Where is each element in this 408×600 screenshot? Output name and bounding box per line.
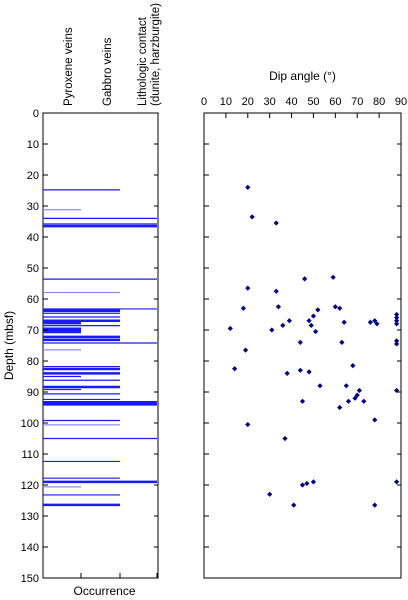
dip-data-point (394, 311, 400, 318)
dip-data-point (245, 184, 251, 190)
depth-tick-label: 50 (27, 263, 39, 275)
depth-tick-label: 100 (21, 418, 39, 430)
dip-data-point (310, 313, 317, 319)
dip-data-point (245, 421, 251, 428)
depth-tick-label: 0 (33, 108, 39, 120)
depth-tick-label: 90 (27, 387, 39, 399)
depth-tick-label: 80 (27, 356, 39, 368)
dip-tick-label: 30 (264, 96, 276, 108)
dip-data-point (337, 404, 343, 411)
dip-data-point (394, 321, 400, 327)
dip-data-point (232, 366, 238, 372)
dip-data-point (330, 274, 336, 280)
dip-data-point (297, 339, 303, 345)
dip-data-point (269, 327, 275, 333)
dip-data-point (297, 367, 303, 373)
dip-data-point (299, 482, 306, 488)
depth-tick-label: 140 (21, 542, 39, 554)
dip-data-point (350, 363, 356, 369)
dip-tick-label: 90 (395, 96, 407, 108)
occurrence-panel: 0 10 20 30 40 50 60 70 80 90 100 110 120 130 140 150 Dep… (2, 3, 162, 598)
dip-data-point (273, 220, 279, 226)
occurrence-plot-frame (42, 112, 159, 579)
dip-data-point (313, 328, 319, 335)
dip-data-point (308, 322, 314, 328)
dip-tick-label: 10 (220, 96, 232, 108)
dip-tick-label: 0 (201, 96, 207, 108)
dip-data-point (317, 383, 323, 389)
dip-data-point (356, 387, 363, 394)
dip-data-point (372, 417, 378, 423)
dip-data-point (291, 502, 297, 508)
dip-data-point (341, 319, 347, 325)
dip-data-point (372, 502, 378, 508)
dip-data-point (315, 307, 321, 313)
depth-tick-label: 150 (21, 573, 39, 585)
track-header-label: Pyroxene veins (63, 27, 75, 106)
track-header-line: Gabbro veins (102, 37, 114, 106)
dip-data-point (267, 491, 273, 497)
dip-data-point (394, 338, 400, 344)
track-header-label: Lithologic contact(dunite, harzburgite) (137, 3, 162, 106)
occurrence-axis-label: Occurrence (73, 584, 135, 598)
dip-data-point (227, 325, 233, 332)
dip-data-point (394, 479, 400, 485)
dip-data-point (372, 318, 378, 324)
dip-data-point (242, 347, 249, 353)
dip-data-point (352, 395, 358, 401)
dip-data-point (354, 392, 360, 398)
depth-tick-label: 130 (21, 511, 39, 523)
depth-tick-label: 110 (21, 449, 39, 461)
dip-data-point (310, 479, 317, 485)
dip-tick-label: 60 (329, 96, 341, 108)
dip-data-point (299, 398, 306, 404)
dip-axis-label: Dip angle (°) (269, 69, 336, 83)
dip-data-point (394, 315, 400, 321)
depth-tick-label: 60 (27, 294, 39, 306)
depth-tick-label: 20 (27, 170, 39, 182)
dip-tick-label: 40 (285, 96, 297, 108)
dip-plot-frame (203, 112, 402, 579)
depth-tick-label: 120 (21, 480, 39, 492)
dip-data-point (284, 370, 290, 376)
dip-data-point (394, 318, 400, 324)
track-header-line: Pyroxene veins (63, 27, 75, 106)
dip-data-point (245, 285, 251, 291)
dip-data-point (337, 305, 343, 311)
dip-tick-label: 70 (351, 96, 363, 108)
track-header-label: Gabbro veins (102, 37, 114, 106)
track-header-line: (dunite, harzburgite) (150, 3, 162, 106)
dip-data-point (361, 398, 367, 404)
dip-data-point (275, 304, 282, 310)
dip-data-point (306, 318, 312, 324)
depth-tick-label: 40 (27, 232, 39, 244)
dip-tick-label: 80 (373, 96, 385, 108)
dip-data-point (282, 435, 288, 442)
dip-data-point (339, 339, 345, 345)
dip-data-point (332, 304, 338, 310)
dip-angle-panel: 0 10 20 30 40 50 60 70 80 90 Dip angle (°) (201, 69, 407, 579)
dip-data-point (343, 383, 349, 389)
dip-data-point (306, 369, 312, 375)
dip-data-point (304, 480, 310, 487)
dip-data-point (345, 398, 352, 404)
depth-tick-label: 10 (27, 139, 39, 151)
dip-tick-label: 50 (307, 96, 319, 108)
dip-tick-label: 20 (242, 96, 254, 108)
dip-data-point (374, 321, 380, 327)
dip-data-point (394, 387, 400, 394)
dip-data-point (367, 319, 373, 325)
depth-tick-label: 70 (27, 325, 39, 337)
dip-data-point (394, 341, 400, 347)
dip-data-point (240, 305, 246, 311)
dip-data-point (280, 322, 286, 328)
depth-axis-label: Depth (mbsf) (2, 311, 16, 380)
dip-data-point (249, 214, 255, 220)
depth-tick-label: 30 (27, 201, 39, 213)
dip-data-point (302, 276, 308, 282)
dip-data-point (273, 288, 279, 294)
dip-data-point (286, 318, 292, 324)
track-header-line: Lithologic contact (137, 16, 149, 106)
